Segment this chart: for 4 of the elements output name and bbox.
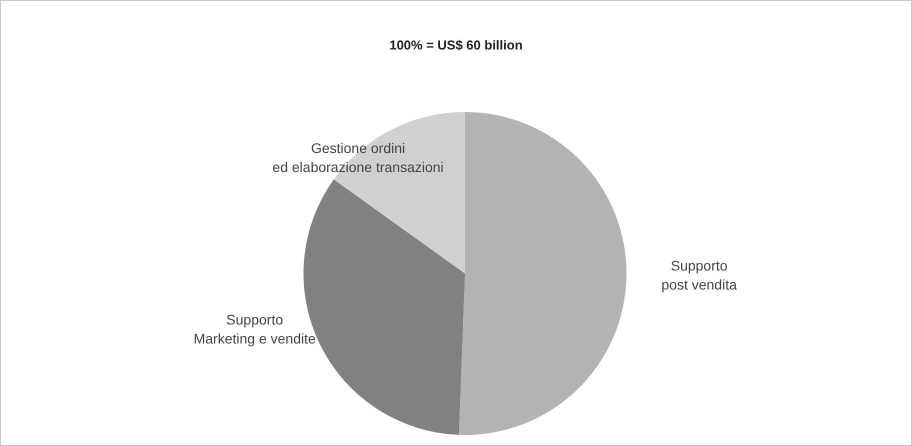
slice-label: Gestione ordini ed elaborazione transazioni [272, 140, 444, 175]
slice-label: Supporto post vendita [661, 257, 738, 292]
slice-label: Supporto Marketing e vendite [194, 312, 316, 347]
chart-title: 100% = US$ 60 billion [389, 38, 523, 53]
